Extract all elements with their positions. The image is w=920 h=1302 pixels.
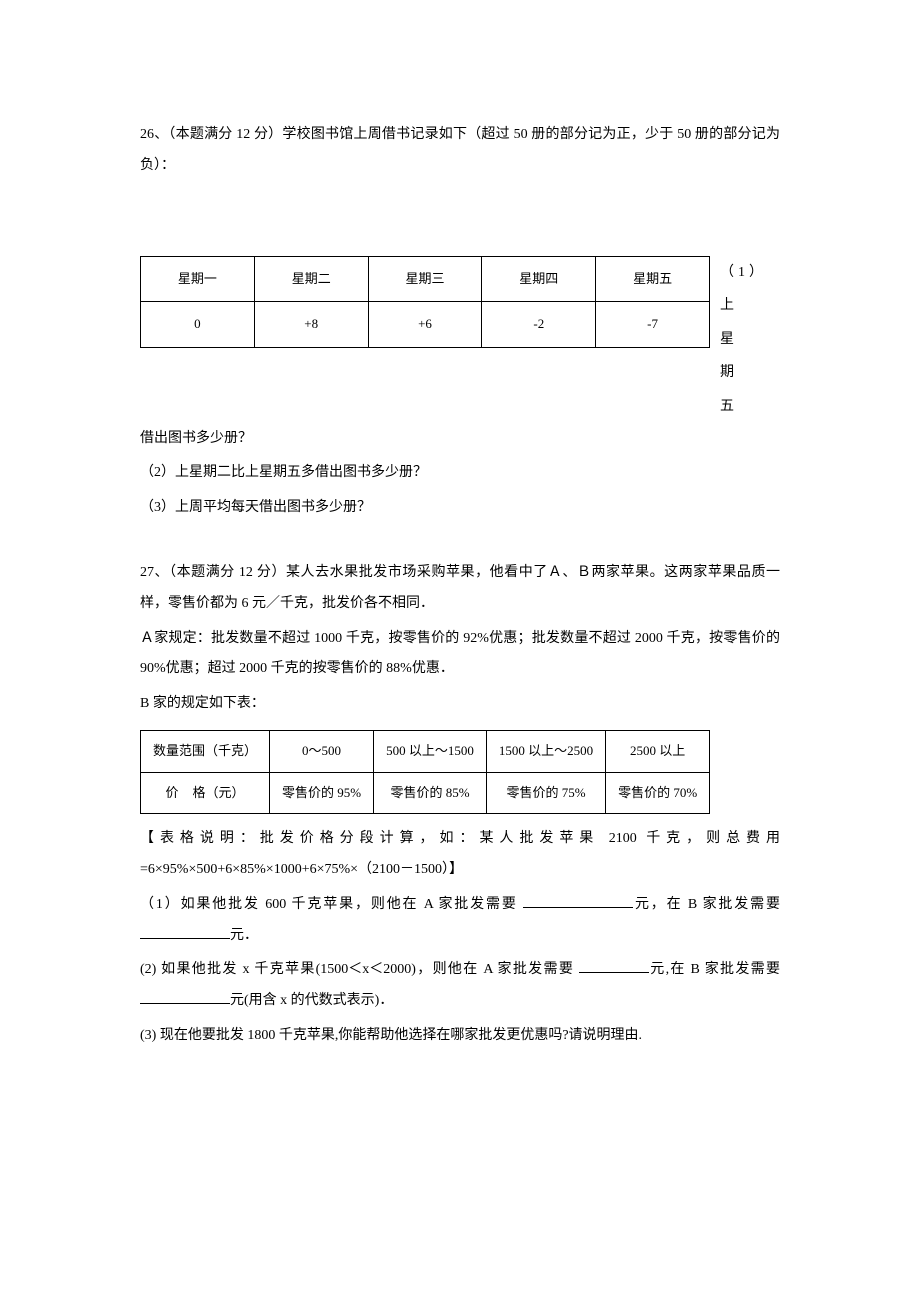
q26-sub3: （3）上周平均每天借出图书多少册？ bbox=[140, 493, 780, 524]
q27-table: 数量范围（千克） 0～500 500 以上～1500 1500 以上～2500 … bbox=[140, 730, 710, 814]
q27-table-note: 【表格说明：批发价格分段计算，如：某人批发苹果 2100 千克，则总费用=6×9… bbox=[140, 824, 780, 886]
q27-sub1-c: 元． bbox=[230, 928, 258, 943]
q27-sub2: (2) 如果他批发 x 千克苹果(1500＜x＜2000)，则他在 A 家批发需… bbox=[140, 955, 780, 1017]
table-row: 0 +8 +6 -2 -7 bbox=[141, 302, 710, 348]
table-row: 数量范围（千克） 0～500 500 以上～1500 1500 以上～2500 … bbox=[141, 730, 710, 772]
q26-side-2: 上 星 bbox=[720, 289, 770, 356]
q26-val-2: +8 bbox=[254, 302, 368, 348]
q26-block: 星期一 星期二 星期三 星期四 星期五 0 +8 +6 -2 -7 （1） 上 … bbox=[140, 186, 780, 424]
q27-table-wrap: 数量范围（千克） 0～500 500 以上～1500 1500 以上～2500 … bbox=[140, 730, 780, 814]
q27-sub3: (3) 现在他要批发 1800 千克苹果,你能帮助他选择在哪家批发更优惠吗?请说… bbox=[140, 1021, 780, 1052]
q27-r1c2: 0～500 bbox=[270, 730, 374, 772]
q27-sub1: （1）如果他批发 600 千克苹果，则他在 A 家批发需要 元，在 B 家批发需… bbox=[140, 890, 780, 952]
q27-prompt: 27、（本题满分 12 分）某人去水果批发市场采购苹果，他看中了Ａ、Ｂ两家苹果。… bbox=[140, 558, 780, 620]
q26-header-2: 星期二 bbox=[254, 256, 368, 302]
table-row: 价格（元） 零售价的 95% 零售价的 85% 零售价的 75% 零售价的 70… bbox=[141, 772, 710, 814]
q27-sub2-b: 元,在 B 家批发需要 bbox=[649, 962, 780, 977]
q27-ruleA: Ａ家规定：批发数量不超过 1000 千克，按零售价的 92%优惠；批发数量不超过… bbox=[140, 624, 780, 686]
table-row: 星期一 星期二 星期三 星期四 星期五 bbox=[141, 256, 710, 302]
q27-r1c4: 1500 以上～2500 bbox=[486, 730, 605, 772]
q26-side-text: （1） 上 星 期 五 bbox=[710, 256, 770, 424]
q26-header-4: 星期四 bbox=[482, 256, 596, 302]
q26-val-4: -2 bbox=[482, 302, 596, 348]
q27-r2c3: 零售价的 85% bbox=[374, 772, 487, 814]
q27-r2c1-b: 格（元） bbox=[193, 785, 245, 800]
q27-r2c2: 零售价的 95% bbox=[270, 772, 374, 814]
q26-side-3: 期 五 bbox=[720, 356, 770, 423]
blank-fill bbox=[140, 925, 230, 939]
q26-val-1: 0 bbox=[141, 302, 255, 348]
q26-header-1: 星期一 bbox=[141, 256, 255, 302]
q27-r1c3: 500 以上～1500 bbox=[374, 730, 487, 772]
blank-fill bbox=[523, 894, 633, 908]
q26-side-1: （1） bbox=[720, 256, 770, 290]
q26-header-5: 星期五 bbox=[596, 256, 710, 302]
q26-sub2: （2）上星期二比上星期五多借出图书多少册？ bbox=[140, 458, 780, 489]
q26-val-3: +6 bbox=[368, 302, 482, 348]
q26-header-3: 星期三 bbox=[368, 256, 482, 302]
q27-r2c4: 零售价的 75% bbox=[486, 772, 605, 814]
q27-sub1-b: 元，在 B 家批发需要 bbox=[633, 897, 780, 912]
q27-sub1-a: （1）如果他批发 600 千克苹果，则他在 A 家批发需要 bbox=[140, 897, 523, 912]
q27-r2c1: 价格（元） bbox=[141, 772, 270, 814]
q27-ruleB-intro: B 家的规定如下表： bbox=[140, 689, 780, 720]
q26-table: 星期一 星期二 星期三 星期四 星期五 0 +8 +6 -2 -7 bbox=[140, 256, 710, 348]
q27-sub2-c: 元(用含 x 的代数式表示)． bbox=[230, 993, 393, 1008]
q26-prompt: 26、（本题满分 12 分）学校图书馆上周借书记录如下（超过 50 册的部分记为… bbox=[140, 120, 780, 182]
blank-fill bbox=[140, 990, 230, 1004]
blank-fill bbox=[579, 959, 649, 973]
q27-r1c1: 数量范围（千克） bbox=[141, 730, 270, 772]
q26-val-5: -7 bbox=[596, 302, 710, 348]
q27-r2c1-a: 价 bbox=[165, 785, 192, 800]
q27-r1c5: 2500 以上 bbox=[606, 730, 710, 772]
q26-cont: 借出图书多少册？ bbox=[140, 424, 780, 455]
q27-sub2-a: (2) 如果他批发 x 千克苹果(1500＜x＜2000)，则他在 A 家批发需… bbox=[140, 962, 579, 977]
q27-r2c5: 零售价的 70% bbox=[606, 772, 710, 814]
